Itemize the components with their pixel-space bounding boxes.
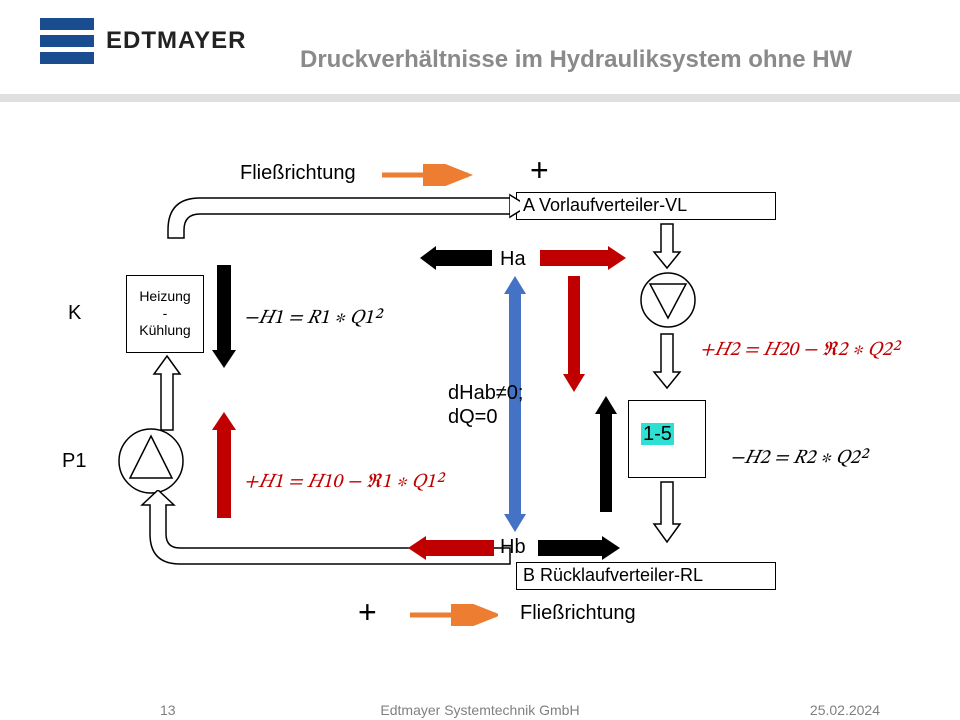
dhab-label: dHab≠0; xyxy=(448,382,523,405)
logo: EDTMAYER xyxy=(40,18,246,64)
flow-direction-top-label: Fließrichtung xyxy=(240,162,356,185)
arrow-down-outline-right2-icon xyxy=(650,332,684,390)
pipe-top-icon xyxy=(150,190,520,240)
arrow-down-outline-right3-icon xyxy=(650,480,684,544)
p1-label: P1 xyxy=(62,450,86,473)
box-b-ruecklaufverteiler: B Rücklaufverteiler-RL xyxy=(516,562,776,590)
flow-arrow-top-icon xyxy=(380,164,480,186)
pump-p1-icon xyxy=(116,426,186,496)
plus-bottom-label: + xyxy=(358,594,377,631)
dq-label: dQ=0 xyxy=(448,406,497,429)
flow-arrow-bottom-icon xyxy=(398,604,498,626)
arrow-down-black-left-icon xyxy=(210,260,238,370)
logo-bars-icon xyxy=(40,18,94,64)
pipe-bottom-icon xyxy=(130,490,520,580)
equation-plus-h2: +𝐻2 = 𝐻20 − ℜ2 ∗ 𝑄2² xyxy=(700,338,899,363)
arrow-left-red-hb-icon xyxy=(406,536,496,560)
box-1-5-label: 1-5 xyxy=(641,423,674,445)
equation-minus-h2: −𝐻2 = 𝑅2 ∗ 𝑄2² xyxy=(730,446,867,471)
hb-label: Hb xyxy=(500,536,526,559)
slide: EDTMAYER Druckverhältnisse im Hydrauliks… xyxy=(0,0,960,720)
box-1-5: 1-5 xyxy=(628,400,706,478)
footer-date: 25.02.2024 xyxy=(810,702,880,718)
equation-minus-h1: −𝐻1 = 𝑅1 ∗ 𝑄1² xyxy=(244,306,381,331)
diagram: Fließrichtung + A Vorlaufverteiler-VL He… xyxy=(0,130,960,650)
flow-direction-bottom-label: Fließrichtung xyxy=(520,602,636,625)
ha-label: Ha xyxy=(500,248,526,271)
arrow-down-red-icon xyxy=(562,274,586,394)
arrow-right-red-ha-icon xyxy=(538,246,628,270)
arrow-right-black-hb-icon xyxy=(536,536,622,560)
title-underline xyxy=(0,94,960,102)
logo-text: EDTMAYER xyxy=(106,27,246,55)
k-label: K xyxy=(68,302,81,325)
arrow-up-black-right-icon xyxy=(594,394,618,514)
arrow-left-black-ha-icon xyxy=(418,246,494,270)
plus-top-label: + xyxy=(530,152,549,189)
box-a-vorlaufverteiler: A Vorlaufverteiler-VL xyxy=(516,192,776,220)
arrow-down-outline-right1-icon xyxy=(650,222,684,270)
header: EDTMAYER Druckverhältnisse im Hydrauliks… xyxy=(0,18,960,88)
heating-cooling-box: Heizung - Kühlung xyxy=(126,275,204,353)
pump-right-icon xyxy=(638,270,698,330)
slide-title: Druckverhältnisse im Hydrauliksystem ohn… xyxy=(300,46,852,74)
arrow-up-outline-left-icon xyxy=(150,354,184,434)
